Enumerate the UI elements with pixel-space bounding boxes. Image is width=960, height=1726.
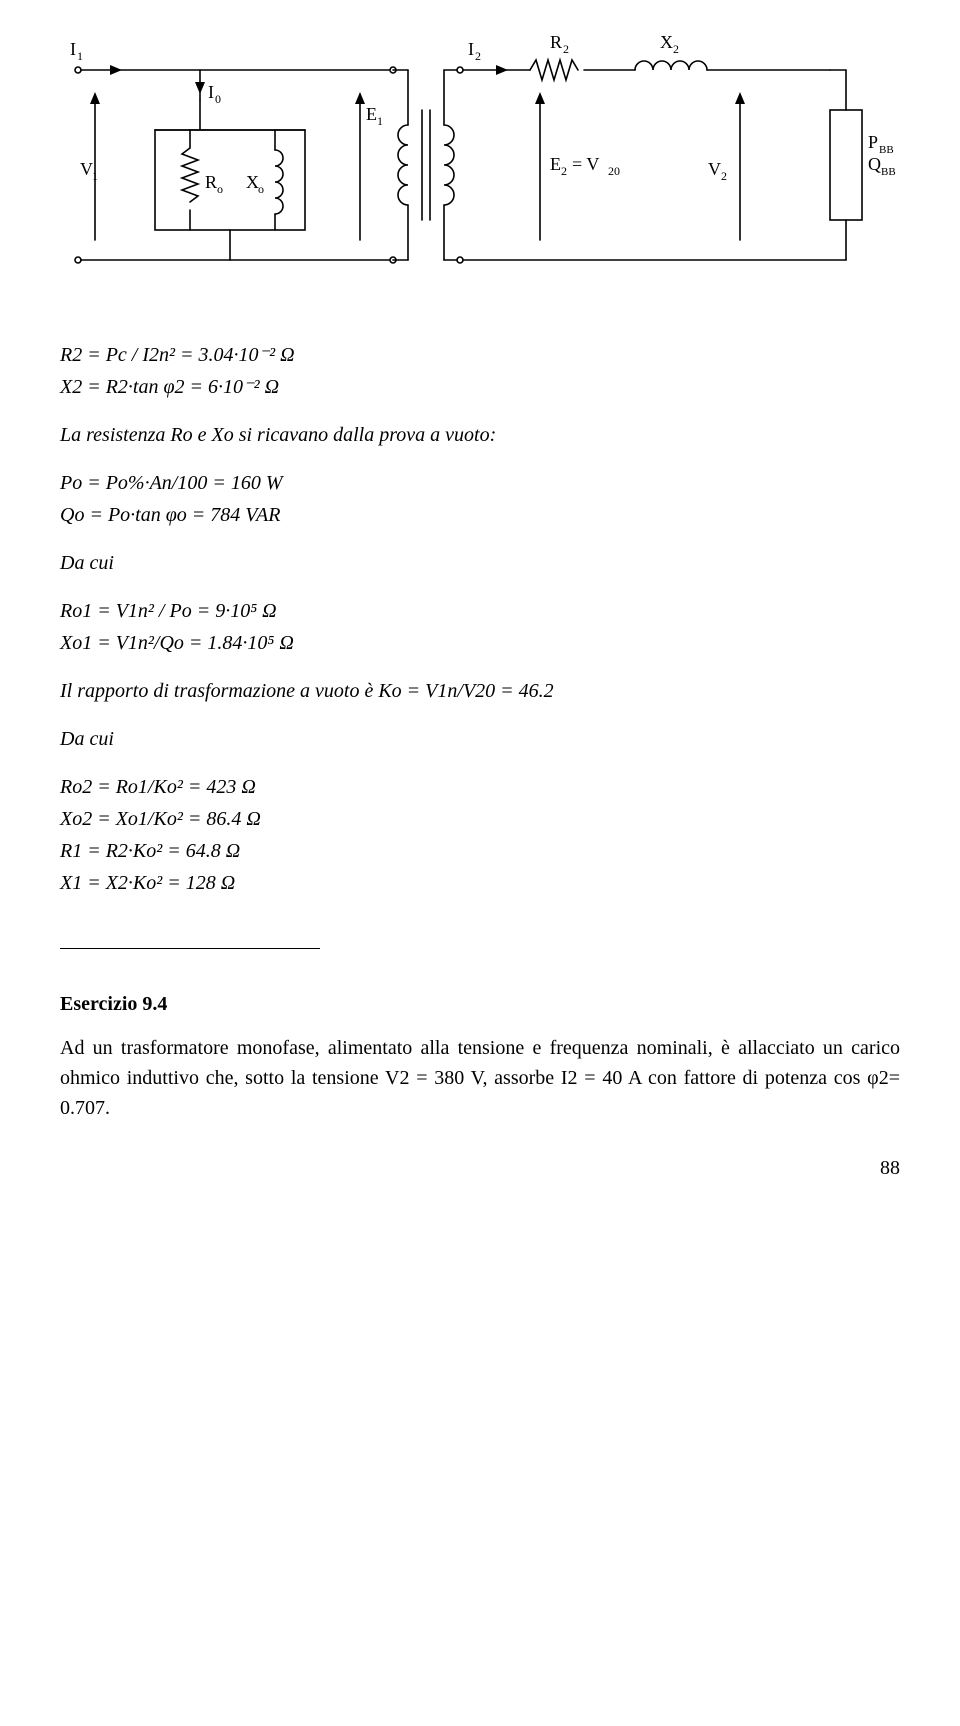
svg-text:E: E [366,104,377,124]
eq-ro1: Ro1 = V1n² / Po = 9·10⁵ Ω [60,596,900,626]
svg-text:Q: Q [868,154,881,174]
svg-text:0: 0 [215,92,221,106]
svg-text:o: o [217,182,223,196]
eq-x2: X2 = R2·tan φ2 = 6·10⁻² Ω [60,372,900,402]
svg-text:R: R [205,172,217,192]
eq-xo2: Xo2 = Xo1/Ko² = 86.4 Ω [60,804,900,834]
eq-r2: R2 = Pc / I2n² = 3.04·10⁻² Ω [60,340,900,370]
svg-text:1: 1 [377,114,383,128]
circuit-diagram: I1 V1 I0 Ro Xo E1 I2 R2 X2 E2 = V20 V2 P… [60,30,900,300]
eq-ro2: Ro2 = Ro1/Ko² = 423 Ω [60,772,900,802]
exercise-heading: Esercizio 9.4 [60,989,900,1019]
svg-text:1: 1 [77,49,83,63]
svg-text:BB: BB [879,144,894,156]
da-cui-2: Da cui [60,724,900,754]
separator-rule [60,948,320,949]
svg-text:2: 2 [475,49,481,63]
svg-text:I: I [468,39,474,59]
da-cui-1: Da cui [60,548,900,578]
page-number: 88 [60,1153,900,1183]
svg-text:V: V [708,159,721,179]
exercise-body: Ad un trasformatore monofase, alimentato… [60,1033,900,1123]
svg-text:I: I [70,39,76,59]
svg-text:o: o [258,182,264,196]
eq-xo1: Xo1 = V1n²/Qo = 1.84·10⁵ Ω [60,628,900,658]
svg-text:2: 2 [563,42,569,56]
svg-text:1: 1 [92,169,98,183]
rapporto: Il rapporto di trasformazione a vuoto è … [60,676,900,706]
svg-text:20: 20 [608,164,620,178]
svg-text:2: 2 [561,164,567,178]
eq-po: Po = Po%·An/100 = 160 W [60,468,900,498]
svg-text:2: 2 [673,42,679,56]
svg-text:= V: = V [572,154,599,174]
svg-text:E: E [550,154,561,174]
svg-text:P: P [868,132,878,152]
eq-x1: X1 = X2·Ko² = 128 Ω [60,868,900,898]
svg-text:BB: BB [881,166,896,178]
intro-roxo: La resistenza Ro e Xo si ricavano dalla … [60,420,900,450]
eq-r1: R1 = R2·Ko² = 64.8 Ω [60,836,900,866]
eq-qo: Qo = Po·tan φo = 784 VAR [60,500,900,530]
svg-text:R: R [550,32,562,52]
svg-text:I: I [208,82,214,102]
svg-text:2: 2 [721,169,727,183]
svg-text:X: X [660,32,673,52]
